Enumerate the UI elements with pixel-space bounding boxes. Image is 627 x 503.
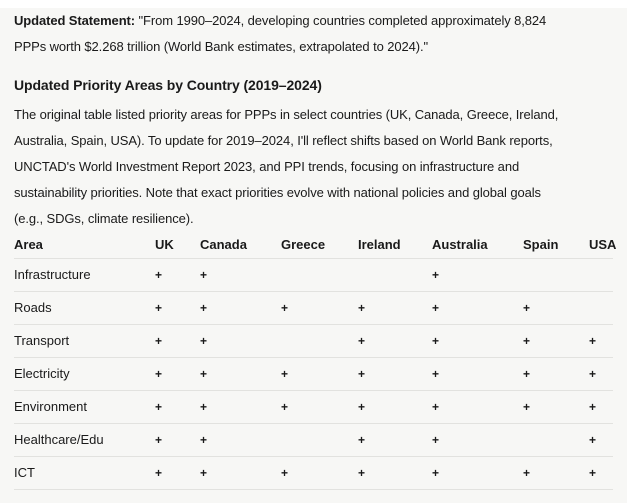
section-heading: Updated Priority Areas by Country (2019–…: [14, 77, 322, 93]
mark-cell: +: [358, 324, 432, 358]
statement-line-1-text: "From 1990–2024, developing countries co…: [135, 13, 547, 28]
mark-cell: +: [358, 423, 432, 457]
mark-cell: [589, 258, 613, 292]
mark-cell: +: [523, 456, 589, 490]
mark-cell: +: [200, 390, 281, 424]
mark-cell: [358, 258, 432, 292]
row-label: Infrastructure: [14, 258, 155, 292]
column-header-ireland: Ireland: [358, 232, 432, 259]
mark-cell: +: [155, 390, 200, 424]
mark-cell: +: [432, 291, 523, 325]
row-label: Electricity: [14, 357, 155, 391]
row-label: Transport: [14, 324, 155, 358]
mark-cell: +: [281, 390, 358, 424]
mark-cell: +: [589, 324, 613, 358]
mark-cell: +: [200, 456, 281, 490]
mark-cell: +: [432, 324, 523, 358]
mark-cell: +: [432, 357, 523, 391]
statement-label: Updated Statement:: [14, 13, 135, 28]
column-header-australia: Australia: [432, 232, 523, 259]
mark-cell: +: [358, 357, 432, 391]
mark-cell: [281, 324, 358, 358]
mark-cell: +: [155, 258, 200, 292]
intro-line-1: The original table listed priority areas…: [14, 107, 559, 122]
mark-cell: +: [281, 357, 358, 391]
intro-line-4: sustainability priorities. Note that exa…: [14, 185, 541, 200]
mark-cell: +: [200, 324, 281, 358]
mark-cell: [523, 423, 589, 457]
column-header-area: Area: [14, 232, 155, 259]
row-label: Environment: [14, 390, 155, 424]
mark-cell: +: [281, 456, 358, 490]
mark-cell: [523, 258, 589, 292]
intro-line-5: (e.g., SDGs, climate resilience).: [14, 211, 194, 226]
mark-cell: +: [523, 324, 589, 358]
table-row-healthcare-edu: Healthcare/Edu + + + + +: [14, 423, 613, 457]
mark-cell: +: [432, 390, 523, 424]
table-header-row: Area UK Canada Greece Ireland Australia …: [14, 232, 616, 259]
mark-cell: +: [200, 258, 281, 292]
intro-line-3: UNCTAD's World Investment Report 2023, a…: [14, 159, 520, 174]
mark-cell: +: [358, 291, 432, 325]
mark-cell: +: [589, 357, 613, 391]
table-row-transport: Transport + + + + + +: [14, 324, 613, 358]
column-header-canada: Canada: [200, 232, 281, 259]
mark-cell: +: [523, 291, 589, 325]
mark-cell: +: [358, 456, 432, 490]
column-header-usa: USA: [589, 232, 616, 259]
intro-line-2: Australia, Spain, USA). To update for 20…: [14, 133, 553, 148]
mark-cell: +: [358, 390, 432, 424]
mark-cell: +: [523, 390, 589, 424]
table-row-environment: Environment + + + + + + +: [14, 390, 613, 424]
mark-cell: +: [589, 390, 613, 424]
mark-cell: +: [281, 291, 358, 325]
table-row-infrastructure: Infrastructure + + +: [14, 258, 613, 292]
table-row-roads: Roads + + + + + +: [14, 291, 613, 325]
mark-cell: [281, 423, 358, 457]
column-header-greece: Greece: [281, 232, 358, 259]
mark-cell: +: [432, 456, 523, 490]
table-row-electricity: Electricity + + + + + + +: [14, 357, 613, 391]
mark-cell: +: [432, 258, 523, 292]
mark-cell: +: [200, 423, 281, 457]
mark-cell: +: [432, 423, 523, 457]
priority-areas-table: Area UK Canada Greece Ireland Australia …: [14, 232, 616, 490]
row-label: Healthcare/Edu: [14, 423, 155, 457]
mark-cell: +: [155, 291, 200, 325]
intro-paragraph: The original table listed priority areas…: [14, 102, 613, 232]
statement-line-2: PPPs worth $2.268 trillion (World Bank e…: [14, 39, 429, 54]
column-header-uk: UK: [155, 232, 200, 259]
message-content: Updated Statement: "From 1990–2024, deve…: [0, 8, 627, 503]
row-label: ICT: [14, 456, 155, 490]
mark-cell: +: [155, 423, 200, 457]
mark-cell: [281, 258, 358, 292]
mark-cell: +: [200, 357, 281, 391]
mark-cell: +: [200, 291, 281, 325]
column-header-spain: Spain: [523, 232, 589, 259]
updated-statement: Updated Statement: "From 1990–2024, deve…: [14, 8, 613, 60]
row-label: Roads: [14, 291, 155, 325]
mark-cell: +: [589, 456, 613, 490]
mark-cell: +: [155, 456, 200, 490]
mark-cell: [589, 291, 613, 325]
table-row-ict: ICT + + + + + + +: [14, 456, 613, 490]
mark-cell: +: [523, 357, 589, 391]
mark-cell: +: [155, 357, 200, 391]
statement-line-1: Updated Statement: "From 1990–2024, deve…: [14, 8, 613, 34]
mark-cell: +: [589, 423, 613, 457]
mark-cell: +: [155, 324, 200, 358]
